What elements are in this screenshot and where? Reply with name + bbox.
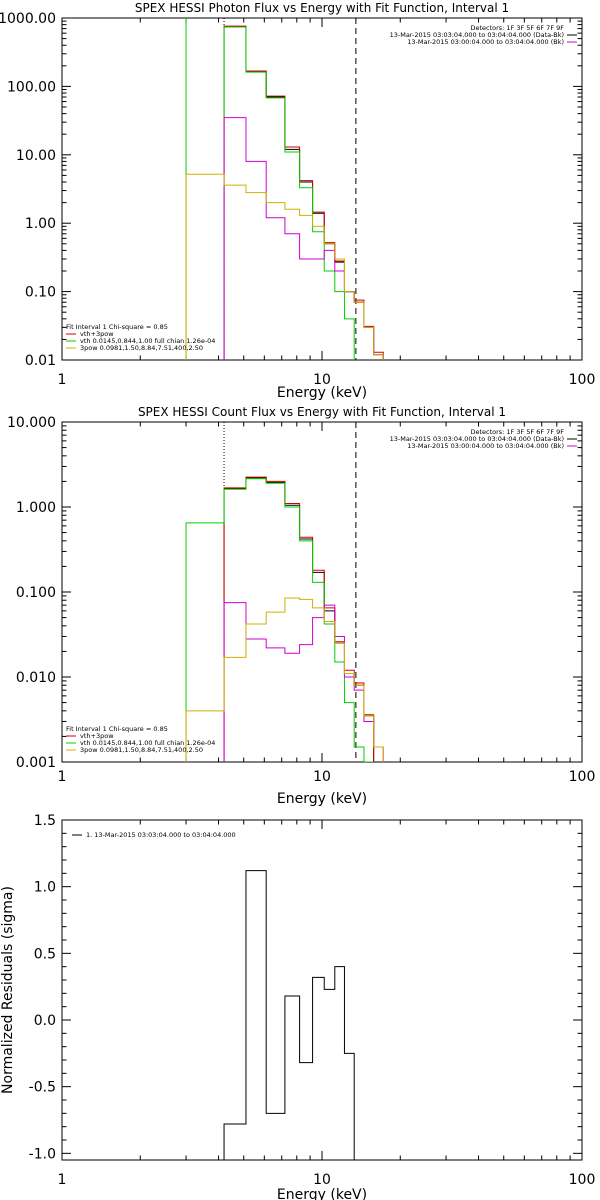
series-line xyxy=(223,870,355,1160)
x-tick-label: 100 xyxy=(569,1172,596,1188)
series-line xyxy=(185,597,384,762)
y-tick-label: -0.5 xyxy=(29,1080,56,1096)
legend-entry: vth+3pow xyxy=(80,732,114,740)
legend-entry: 13-Mar-2015 03:03:04.000 to 03:04:04.000… xyxy=(390,31,564,39)
series-line xyxy=(223,602,384,762)
x-tick-label: 1 xyxy=(58,769,67,785)
legend-entry: 13-Mar-2015 03:00:04.000 to 03:04:04.000… xyxy=(407,442,564,450)
chart-panel-2: SPEX HESSI Count Flux vs Energy with Fit… xyxy=(7,405,595,807)
y-tick-label: 10.000 xyxy=(7,415,56,431)
y-tick-label: 1.0 xyxy=(34,880,56,896)
plot-frame xyxy=(61,819,583,1161)
chart-title: SPEX HESSI Count Flux vs Energy with Fit… xyxy=(138,405,506,419)
x-tick-label: 100 xyxy=(569,372,596,388)
x-tick-label: 10 xyxy=(313,769,331,785)
x-axis-label: Energy (keV) xyxy=(277,385,367,401)
y-tick-label: 1000.00 xyxy=(0,11,56,27)
legend-entry: 3pow 0.0981,1.50,8.84,7.51,400,2.50 xyxy=(80,746,203,754)
y-tick-label: 0.01 xyxy=(25,353,56,369)
series-line xyxy=(223,26,384,360)
y-tick-label: 0.5 xyxy=(34,946,56,962)
y-axis-label: Normalized Residuals (sigma) xyxy=(0,886,16,1094)
plot-frame xyxy=(61,421,583,763)
plot-data xyxy=(185,422,384,762)
x-axis-label: Energy (keV) xyxy=(277,1187,367,1200)
chart-panel-1: SPEX HESSI Photon Flux vs Energy with Fi… xyxy=(0,1,595,401)
x-tick-label: 1 xyxy=(58,1172,67,1188)
chart-panel-3: 1 10 100 -1.0 -0.5 0.0 0.5 1.0 1.5 Energy (keV) No… xyxy=(0,813,595,1200)
y-tick-label: 10.00 xyxy=(16,148,56,164)
plot-data xyxy=(223,870,355,1160)
y-tick-label: 0.001 xyxy=(16,755,56,771)
x-tick-label: 1 xyxy=(58,372,67,388)
y-tick-label: 1.5 xyxy=(34,813,56,829)
legend-entry: Fit Interval 1 Chi-square = 0.85 xyxy=(66,323,168,331)
plot-data xyxy=(185,18,384,360)
series-line xyxy=(185,478,374,762)
y-tick-label: 0.10 xyxy=(25,285,56,301)
legend-entry: Fit Interval 1 Chi-square = 0.85 xyxy=(66,725,168,733)
series-line xyxy=(223,477,375,762)
legend-entry: vth 0.0145,0.844,1.00 full chian 1.26e-0… xyxy=(80,337,215,345)
legend-entry: vth 0.0145,0.844,1.00 full chian 1.26e-0… xyxy=(80,739,215,747)
legend-entry: Detectors: 1F 3F 5F 6F 7F 9F xyxy=(470,24,564,32)
series-line xyxy=(185,173,384,360)
y-tick-label: -1.0 xyxy=(29,1146,56,1162)
x-axis-label: Energy (keV) xyxy=(277,791,367,807)
series-line xyxy=(223,476,375,762)
x-tick-label: 100 xyxy=(569,769,596,785)
legend-entry: 1. 13-Mar-2015 03:03:04.000 to 03:04:04.… xyxy=(86,831,236,839)
y-tick-label: 1.000 xyxy=(16,500,56,516)
x-tick-label: 10 xyxy=(313,372,331,388)
y-tick-label: 100.00 xyxy=(7,79,56,95)
x-tick-label: 10 xyxy=(313,1172,331,1188)
legend-entry: 3pow 0.0981,1.50,8.84,7.51,400,2.50 xyxy=(80,344,203,352)
y-tick-label: 0.100 xyxy=(16,585,56,601)
y-tick-label: 0.0 xyxy=(34,1013,56,1029)
y-tick-label: 1.00 xyxy=(25,216,56,232)
plot-frame xyxy=(61,17,583,361)
legend-entry: 13-Mar-2015 03:00:04.000 to 03:04:04.000… xyxy=(407,38,564,46)
series-line xyxy=(223,117,384,360)
chart-title: SPEX HESSI Photon Flux vs Energy with Fi… xyxy=(135,1,509,15)
legend-entry: 13-Mar-2015 03:03:04.000 to 03:04:04.000… xyxy=(390,435,564,443)
legend-entry: Detectors: 1F 3F 5F 6F 7F 9F xyxy=(470,428,564,436)
y-tick-label: 0.010 xyxy=(16,670,56,686)
series-line xyxy=(223,26,384,360)
legend-entry: vth+3pow xyxy=(80,330,114,338)
